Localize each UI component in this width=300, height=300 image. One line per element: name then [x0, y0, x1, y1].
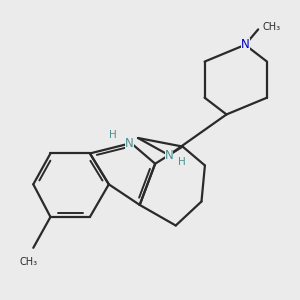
- Text: N: N: [241, 38, 250, 51]
- Text: CH₃: CH₃: [262, 22, 280, 32]
- Text: CH₃: CH₃: [19, 257, 37, 267]
- Text: N: N: [164, 148, 173, 162]
- Text: H: H: [178, 157, 186, 167]
- Text: N: N: [125, 136, 134, 150]
- Text: H: H: [110, 130, 117, 140]
